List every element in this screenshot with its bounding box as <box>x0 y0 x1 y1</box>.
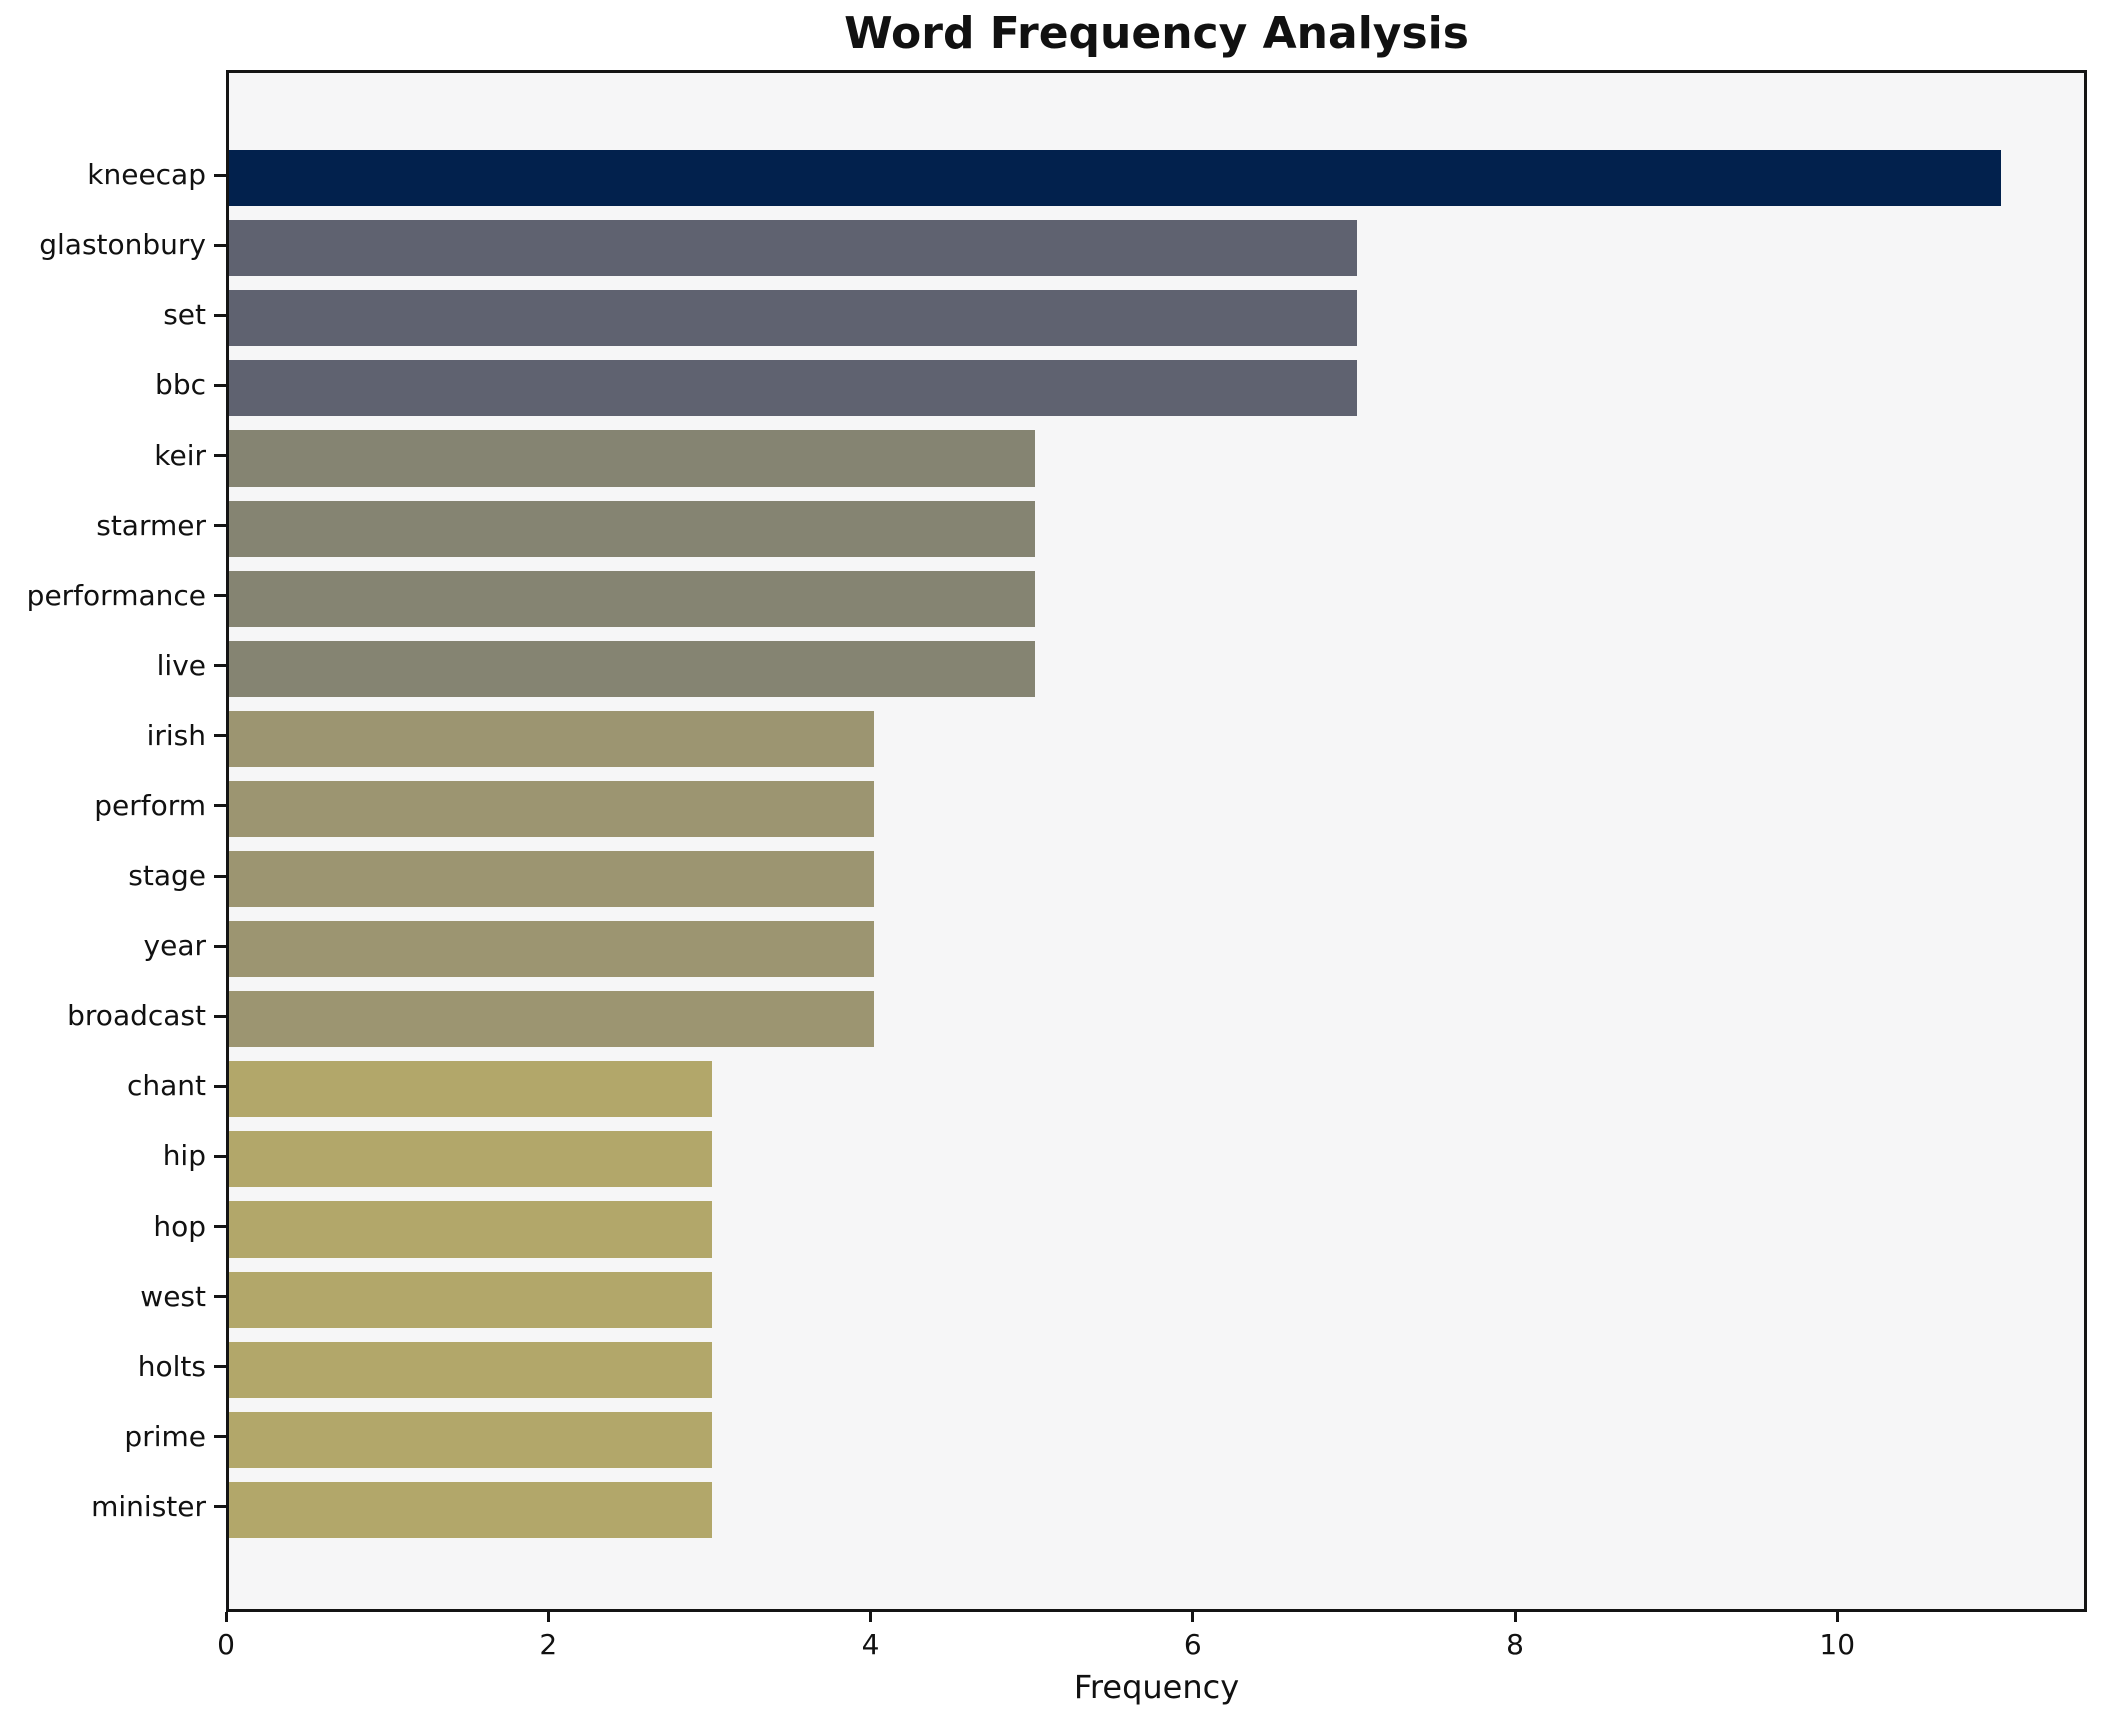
y-tick-mark <box>214 1154 226 1158</box>
x-tick-mark <box>869 1612 872 1622</box>
bar-hip <box>229 1131 713 1188</box>
bar-bbc <box>229 360 1357 417</box>
y-tick-mark <box>214 1435 226 1439</box>
y-tick-mark <box>214 1505 226 1509</box>
x-tick-mark <box>1835 1612 1839 1622</box>
x-axis-title: Frequency <box>1073 1668 1240 1706</box>
y-tick-label-set: set <box>163 298 206 332</box>
bar-stage <box>229 851 874 908</box>
y-tick-mark <box>214 243 226 247</box>
y-tick-label-broadcast: broadcast <box>67 999 206 1033</box>
x-tick-mark <box>546 1612 550 1622</box>
bar-starmer <box>229 500 1035 557</box>
bar-broadcast <box>229 991 874 1048</box>
y-tick-label-stage: stage <box>128 859 206 893</box>
plot-area <box>226 70 2087 1612</box>
y-tick-label-kneecap: kneecap <box>87 158 206 192</box>
y-tick-mark <box>214 1295 226 1299</box>
y-tick-label-year: year <box>143 929 206 963</box>
bar-year <box>229 921 874 978</box>
bar-minister <box>229 1481 713 1538</box>
x-tick-label-6: 6 <box>1183 1628 1202 1661</box>
y-tick-mark <box>214 313 226 317</box>
y-tick-mark <box>214 524 226 528</box>
y-tick-mark <box>214 664 226 668</box>
y-tick-mark <box>214 1084 226 1088</box>
x-tick-label-0: 0 <box>217 1628 235 1661</box>
y-tick-label-starmer: starmer <box>96 508 206 542</box>
y-tick-mark <box>214 804 226 808</box>
y-tick-mark <box>214 173 226 177</box>
y-tick-mark <box>214 1225 226 1228</box>
y-tick-label-keir: keir <box>154 438 206 472</box>
y-tick-label-holts: holts <box>137 1349 206 1383</box>
x-tick-label-2: 2 <box>539 1628 558 1661</box>
y-tick-label-minister: minister <box>91 1489 206 1523</box>
y-tick-label-live: live <box>156 648 206 682</box>
chart-title: Word Frequency Analysis <box>844 8 1469 59</box>
y-tick-label-perform: perform <box>94 788 206 822</box>
x-tick-mark <box>1513 1612 1517 1622</box>
y-tick-label-chant: chant <box>126 1069 206 1103</box>
y-tick-label-west: west <box>140 1279 206 1313</box>
bar-chant <box>229 1061 713 1118</box>
bar-hop <box>229 1201 713 1258</box>
y-tick-mark <box>214 383 226 387</box>
y-tick-mark <box>214 594 226 598</box>
bar-prime <box>229 1411 713 1468</box>
bar-west <box>229 1271 713 1328</box>
bar-keir <box>229 430 1035 487</box>
y-tick-label-performance: performance <box>26 578 206 612</box>
bar-glastonbury <box>229 220 1357 277</box>
x-tick-mark <box>1191 1612 1195 1622</box>
y-tick-label-irish: irish <box>146 718 206 752</box>
y-tick-mark <box>214 1014 226 1018</box>
y-tick-label-bbc: bbc <box>155 368 206 402</box>
x-tick-label-10: 10 <box>1819 1628 1856 1661</box>
bar-set <box>229 290 1357 347</box>
bar-perform <box>229 780 874 837</box>
x-tick-mark <box>224 1612 228 1622</box>
y-tick-label-hip: hip <box>162 1139 206 1173</box>
bar-holts <box>229 1341 713 1398</box>
x-tick-label-8: 8 <box>1506 1628 1524 1661</box>
y-tick-mark <box>214 454 226 457</box>
bar-irish <box>229 710 874 767</box>
bar-kneecap <box>229 150 2002 207</box>
y-tick-mark <box>214 874 226 878</box>
x-tick-label-4: 4 <box>861 1628 880 1661</box>
y-tick-label-prime: prime <box>124 1419 206 1453</box>
y-tick-label-hop: hop <box>153 1209 206 1243</box>
y-tick-label-glastonbury: glastonbury <box>39 228 206 262</box>
bar-live <box>229 640 1035 697</box>
y-tick-mark <box>214 1365 226 1369</box>
y-tick-mark <box>214 944 226 948</box>
bar-performance <box>229 570 1035 627</box>
y-tick-mark <box>214 734 226 738</box>
